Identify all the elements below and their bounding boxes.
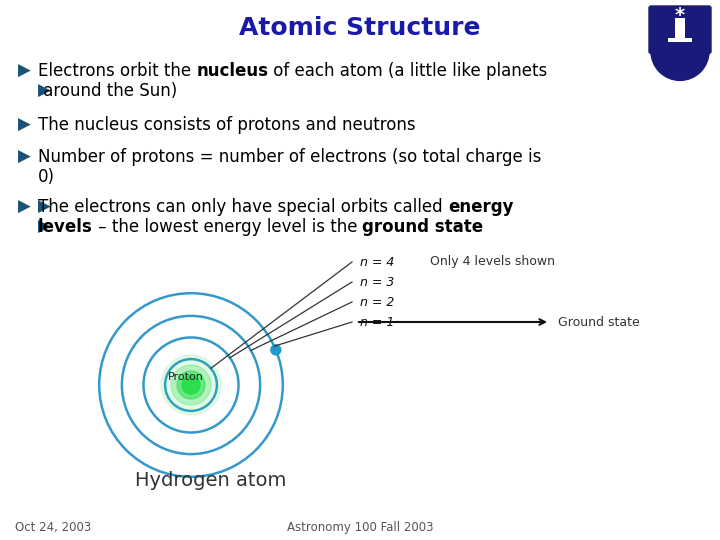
Wedge shape bbox=[651, 51, 709, 80]
Text: ▶: ▶ bbox=[38, 218, 50, 236]
Text: Only 4 levels shown: Only 4 levels shown bbox=[430, 255, 555, 268]
Text: Electrons orbit the: Electrons orbit the bbox=[38, 62, 197, 80]
Text: n = 1: n = 1 bbox=[360, 315, 395, 328]
Text: n = 4: n = 4 bbox=[360, 255, 395, 268]
Text: Ground state: Ground state bbox=[558, 315, 640, 328]
Text: 0): 0) bbox=[38, 168, 55, 186]
Text: n = 3: n = 3 bbox=[360, 275, 395, 288]
Text: ▶: ▶ bbox=[38, 82, 50, 100]
Text: Astronomy 100 Fall 2003: Astronomy 100 Fall 2003 bbox=[287, 522, 433, 535]
Text: around the Sun): around the Sun) bbox=[38, 82, 177, 100]
Text: energy: energy bbox=[448, 198, 513, 216]
Circle shape bbox=[177, 371, 205, 399]
Text: nucleus: nucleus bbox=[197, 62, 269, 80]
Text: ground state: ground state bbox=[362, 218, 484, 236]
FancyBboxPatch shape bbox=[649, 6, 711, 53]
Text: Number of protons = number of electrons (so total charge is: Number of protons = number of electrons … bbox=[38, 148, 541, 166]
Text: Oct 24, 2003: Oct 24, 2003 bbox=[15, 522, 91, 535]
Text: Proton: Proton bbox=[168, 372, 204, 382]
Text: ▶: ▶ bbox=[18, 148, 31, 166]
Text: Hydrogen atom: Hydrogen atom bbox=[135, 470, 287, 489]
Text: ▶: ▶ bbox=[18, 198, 31, 216]
Text: ▶: ▶ bbox=[38, 198, 50, 216]
Text: The electrons can only have special orbits called: The electrons can only have special orbi… bbox=[38, 198, 448, 216]
Text: levels: levels bbox=[38, 218, 93, 236]
Circle shape bbox=[271, 345, 281, 355]
Text: – the lowest energy level is the: – the lowest energy level is the bbox=[93, 218, 362, 236]
Text: n = 2: n = 2 bbox=[360, 295, 395, 308]
Text: The nucleus consists of protons and neutrons: The nucleus consists of protons and neut… bbox=[38, 116, 415, 134]
Bar bbox=[668, 38, 692, 42]
Circle shape bbox=[171, 365, 211, 405]
Bar bbox=[675, 18, 685, 40]
Circle shape bbox=[182, 376, 200, 394]
Text: Atomic Structure: Atomic Structure bbox=[239, 16, 481, 40]
Circle shape bbox=[161, 355, 221, 415]
Text: ▶: ▶ bbox=[18, 62, 31, 80]
Text: of each atom (a little like planets: of each atom (a little like planets bbox=[269, 62, 548, 80]
Text: ▶: ▶ bbox=[18, 116, 31, 134]
Text: *: * bbox=[675, 6, 685, 25]
